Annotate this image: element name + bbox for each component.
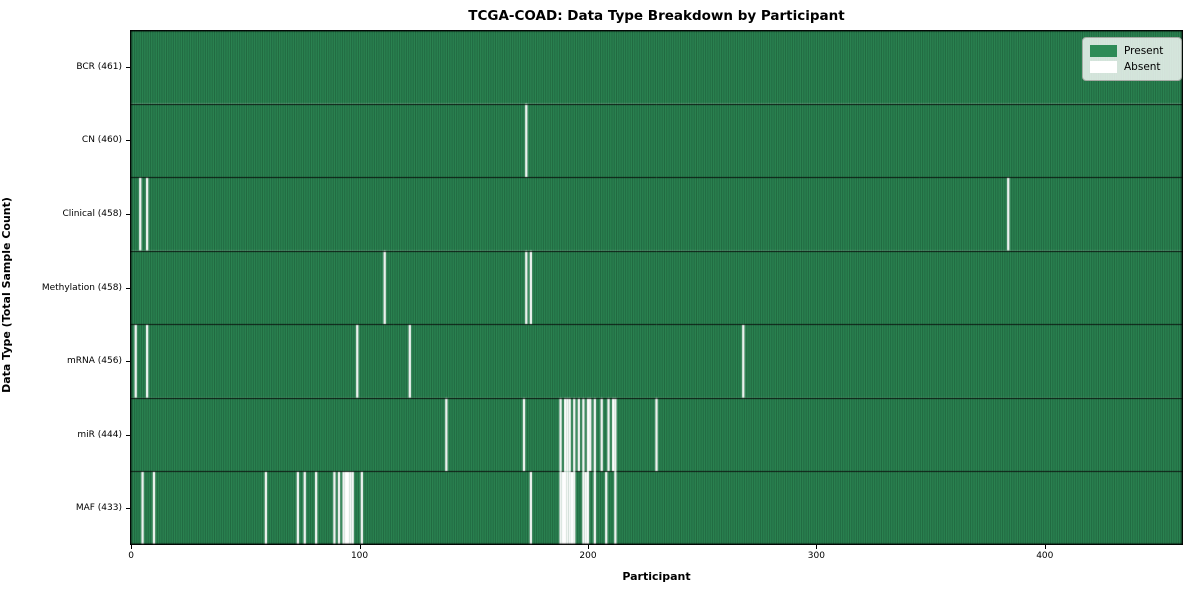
y-tick-mark [126,361,130,362]
legend-item-present: Present [1090,43,1174,59]
y-tick-label: Methylation (458) [41,282,122,293]
y-tick-label: miR (444) [77,429,122,440]
y-tick-mark [126,214,130,215]
present-swatch [1090,45,1117,57]
y-tick-mark [126,508,130,509]
legend: Present Absent [1082,37,1182,81]
y-tick-label: BCR (461) [76,61,122,72]
y-tick-mark [126,288,130,289]
x-tick-mark [131,545,132,549]
plot-area [130,30,1183,545]
x-tick-label: 300 [807,551,825,561]
chart-title: TCGA-COAD: Data Type Breakdown by Partic… [468,8,845,24]
absent-swatch [1090,61,1117,73]
legend-label-present: Present [1124,45,1164,57]
x-tick-label: 200 [579,551,597,561]
y-tick-label: MAF (433) [75,503,122,514]
y-tick-label: CN (460) [81,135,122,146]
x-tick-mark [360,545,361,549]
y-tick-label: Clinical (458) [62,208,122,219]
y-tick-mark [126,435,130,436]
x-tick-mark [1045,545,1046,549]
y-tick-mark [126,140,130,141]
legend-label-absent: Absent [1124,61,1161,73]
legend-item-absent: Absent [1090,59,1174,75]
x-axis-label: Participant [622,570,691,583]
y-axis-label: Data Type (Total Sample Count) [0,197,13,393]
heatmap-canvas [130,30,1183,545]
x-tick-label: 0 [128,551,134,561]
x-tick-label: 400 [1036,551,1054,561]
y-tick-mark [126,67,130,68]
x-tick-mark [816,545,817,549]
x-tick-label: 100 [350,551,369,561]
x-tick-mark [588,545,589,549]
y-tick-label: mRNA (456) [67,356,122,367]
